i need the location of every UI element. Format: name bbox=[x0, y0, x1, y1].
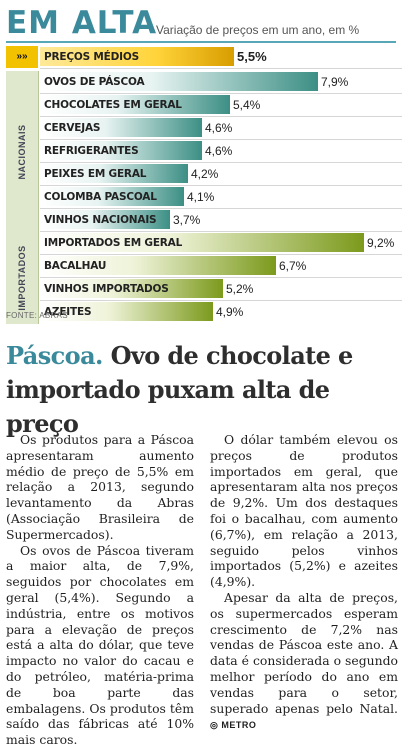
bar bbox=[40, 164, 188, 183]
bar bbox=[40, 187, 184, 206]
bar bbox=[40, 256, 276, 275]
article-column-right: O dólar também elevou os preços de produ… bbox=[210, 432, 398, 734]
paragraph: O dólar também elevou os preços de produ… bbox=[210, 432, 398, 590]
signature-text: METRO bbox=[221, 720, 257, 731]
bar-value: 4,9% bbox=[216, 305, 244, 319]
bar-row: VINHOS NACIONAIS 3,7% bbox=[40, 209, 402, 231]
bar-row: IMPORTADOS EM GERAL 9,2% bbox=[40, 232, 402, 254]
bar-label: CHOCOLATES EM GERAL bbox=[44, 99, 182, 111]
row-divider bbox=[40, 139, 402, 140]
bar-label: CERVEJAS bbox=[44, 122, 101, 134]
bar-label: BACALHAU bbox=[44, 260, 107, 272]
bar-value: 7,9% bbox=[321, 75, 349, 89]
bar bbox=[40, 210, 170, 229]
bar bbox=[40, 95, 230, 114]
bar-row: CERVEJAS 4,6% bbox=[40, 117, 402, 139]
group-label-importados: IMPORTADOS bbox=[6, 232, 39, 324]
bar-row: OVOS DE PÁSCOA 7,9% bbox=[40, 71, 402, 93]
chart-subtitle: Variação de preços em um ano, em % bbox=[156, 23, 360, 37]
row-divider bbox=[40, 254, 402, 255]
title-keyword: Páscoa. bbox=[6, 341, 103, 370]
row-divider bbox=[40, 116, 402, 117]
row-divider bbox=[40, 185, 402, 186]
row-divider bbox=[40, 208, 402, 209]
row-divider bbox=[40, 300, 402, 301]
bar-value: 9,2% bbox=[367, 236, 395, 250]
bar bbox=[40, 302, 213, 321]
bar bbox=[40, 233, 364, 252]
bar-label: IMPORTADOS EM GERAL bbox=[44, 237, 183, 249]
bar-value: 4,2% bbox=[191, 167, 219, 181]
row-divider bbox=[40, 277, 402, 278]
bar bbox=[40, 279, 223, 298]
article-title: Páscoa. Ovo de chocolate e importado pux… bbox=[6, 339, 398, 441]
bar-value: 6,7% bbox=[279, 259, 307, 273]
bar-row: AZEITES 4,9% bbox=[40, 301, 402, 323]
group-label-text: IMPORTADOS bbox=[17, 245, 27, 311]
header-rule bbox=[6, 41, 396, 43]
bar-row: REFRIGERANTES 4,6% bbox=[40, 140, 402, 162]
bar bbox=[40, 72, 318, 91]
row-divider bbox=[40, 162, 402, 163]
bar-chart: »» PREÇOS MÉDIOS 5,5% NACIONAIS OVOS DE PÁSC… bbox=[6, 46, 402, 324]
metro-signature: ◎ METRO bbox=[210, 720, 257, 731]
row-divider bbox=[40, 231, 402, 232]
bar-value: 5,4% bbox=[233, 98, 261, 112]
chart-header: EM ALTA Variação de preços em um ano, em… bbox=[6, 4, 398, 42]
arrows-marker: »» bbox=[6, 46, 38, 68]
bar-row: »» PREÇOS MÉDIOS 5,5% bbox=[6, 46, 402, 68]
bar-label: VINHOS IMPORTADOS bbox=[44, 283, 169, 295]
bar-value: 5,2% bbox=[226, 282, 254, 296]
chart-source: FONTE: ABRAS bbox=[6, 311, 68, 320]
bar-label: REFRIGERANTES bbox=[44, 145, 139, 157]
bar-value: 4,1% bbox=[187, 190, 215, 204]
bar-label: AZEITES bbox=[44, 306, 92, 318]
row-divider bbox=[40, 68, 402, 69]
group-label-nacionais: NACIONAIS bbox=[6, 71, 39, 232]
bar-row: CHOCOLATES EM GERAL 5,4% bbox=[40, 94, 402, 116]
bar-row: COLOMBA PASCOAL 4,1% bbox=[40, 186, 402, 208]
bar-label: COLOMBA PASCOAL bbox=[44, 191, 157, 203]
bar-value: 3,7% bbox=[173, 213, 201, 227]
bar-row: VINHOS IMPORTADOS 5,2% bbox=[40, 278, 402, 300]
article-column-left: Os produtos para a Páscoa apresentaram a… bbox=[6, 432, 194, 748]
bar-value: 5,5% bbox=[237, 49, 267, 64]
bar-label: OVOS DE PÁSCOA bbox=[44, 76, 145, 88]
bar-value: 4,6% bbox=[205, 121, 233, 135]
paragraph: Apesar da alta de preços, os supermercad… bbox=[210, 590, 398, 734]
bar-row: PEIXES EM GERAL 4,2% bbox=[40, 163, 402, 185]
bar bbox=[40, 47, 234, 66]
paragraph: Os produtos para a Páscoa apresentaram a… bbox=[6, 432, 194, 542]
bar-value: 4,6% bbox=[205, 144, 233, 158]
bar bbox=[40, 141, 202, 160]
group-label-text: NACIONAIS bbox=[17, 123, 27, 180]
chart-title: EM ALTA bbox=[6, 5, 158, 41]
row-divider bbox=[40, 93, 402, 94]
bar-label: PEIXES EM GERAL bbox=[44, 168, 147, 180]
bar-label: PREÇOS MÉDIOS bbox=[44, 51, 139, 63]
paragraph: Os ovos de Páscoa tiveram a maior alta, … bbox=[6, 542, 194, 748]
bar bbox=[40, 118, 202, 137]
bar-row: BACALHAU 6,7% bbox=[40, 255, 402, 277]
paragraph-text: Apesar da alta de preços, os supermercad… bbox=[210, 589, 398, 716]
bar-label: VINHOS NACIONAIS bbox=[44, 214, 157, 226]
title-rest: Ovo de chocolate e importado puxam alta … bbox=[6, 341, 353, 438]
